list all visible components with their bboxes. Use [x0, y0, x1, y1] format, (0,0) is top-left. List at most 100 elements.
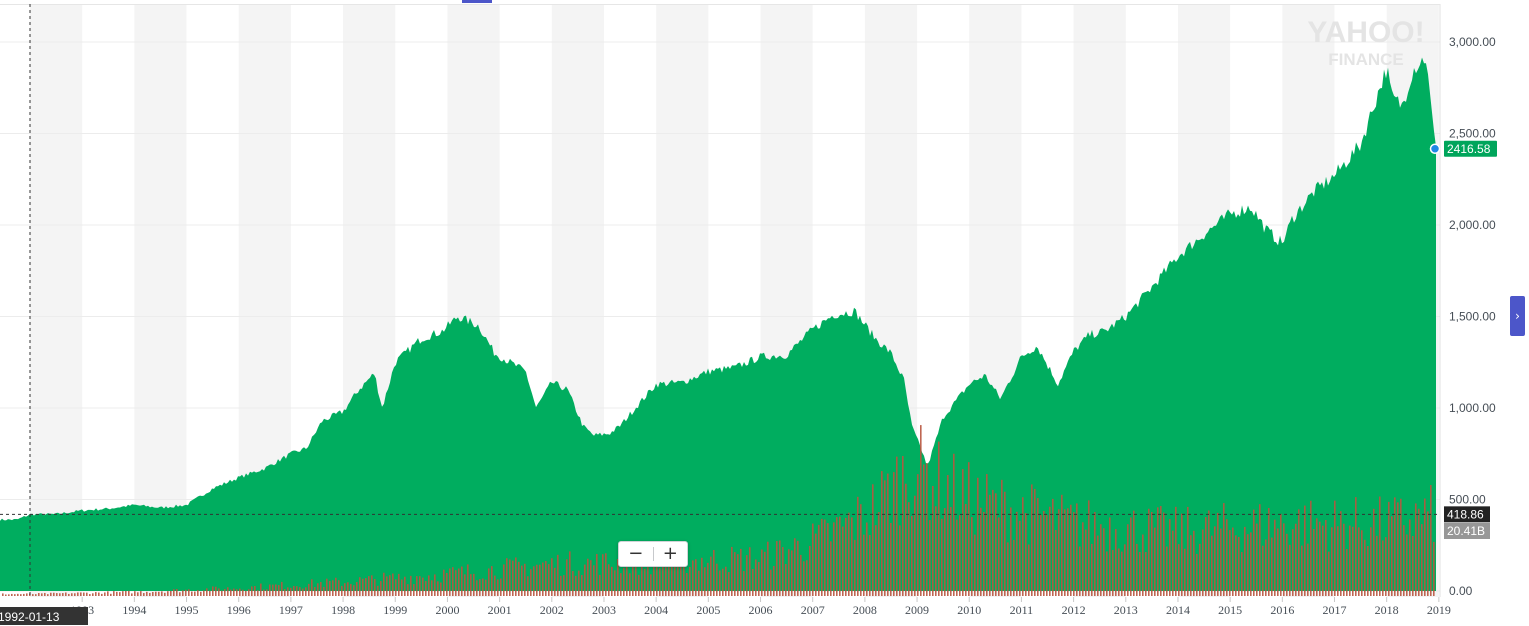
volume-bar: [839, 516, 841, 596]
volume-bar: [1028, 544, 1030, 596]
volume-bar: [656, 558, 658, 596]
volume-bar: [614, 570, 616, 596]
volume-bar: [938, 441, 940, 596]
volume-bar: [413, 584, 415, 596]
volume-bar: [242, 589, 244, 596]
volume-bar: [236, 589, 238, 596]
volume-bar: [881, 471, 883, 596]
volume-bar: [17, 593, 19, 596]
volume-bar: [902, 456, 904, 596]
volume-bar: [332, 580, 334, 596]
volume-bar: [131, 593, 133, 596]
volume-bar: [731, 546, 733, 596]
volume-bar: [1361, 530, 1363, 596]
volume-bar: [1187, 506, 1189, 596]
volume-bar: [1067, 508, 1069, 596]
volume-bar: [92, 593, 94, 596]
volume-bar: [977, 477, 979, 596]
volume-bar: [1058, 509, 1060, 596]
volume-bar: [986, 474, 988, 596]
volume-bar: [110, 593, 112, 596]
volume-bar: [248, 589, 250, 596]
cursor-date-text: 1992-01-13: [0, 610, 60, 624]
volume-bar: [476, 580, 478, 596]
volume-bar: [26, 593, 28, 596]
volume-bar: [1268, 508, 1270, 596]
volume-bar: [755, 559, 757, 596]
volume-bar: [98, 592, 100, 596]
volume-bar: [1169, 519, 1171, 596]
volume-bar: [1163, 512, 1165, 596]
volume-bar: [1136, 543, 1138, 596]
volume-bar: [449, 568, 451, 596]
volume-bar: [1196, 553, 1198, 596]
x-tick-label: 1997: [279, 603, 303, 617]
volume-bar: [1313, 529, 1315, 596]
volume-bar: [125, 590, 127, 596]
volume-bar: [662, 558, 664, 596]
volume-bar: [1094, 512, 1096, 596]
volume-bar: [716, 563, 718, 596]
volume-bar: [1355, 497, 1357, 596]
volume-bar: [470, 574, 472, 596]
volume-bar: [632, 560, 634, 596]
volume-bar: [113, 591, 115, 596]
volume-bar: [1220, 528, 1222, 596]
y-tick-label: 3,000.00: [1449, 35, 1496, 49]
volume-bar: [1178, 544, 1180, 596]
volume-bar: [191, 591, 193, 596]
volume-bar: [338, 580, 340, 596]
volume-bar: [443, 569, 445, 596]
volume-bar: [629, 573, 631, 596]
x-tick-label: 2018: [1375, 603, 1399, 617]
volume-bar: [1193, 530, 1195, 596]
volume-bar: [959, 515, 961, 596]
volume-bar: [440, 582, 442, 596]
volume-bar: [692, 560, 694, 596]
volume-bar: [734, 552, 736, 596]
volume-bar: [701, 557, 703, 596]
volume-value-text: 20.41B: [1447, 524, 1485, 538]
volume-bar: [1145, 551, 1147, 596]
volume-bar: [983, 511, 985, 596]
zoom-out-button[interactable]: −: [628, 543, 644, 564]
volume-bar: [689, 566, 691, 596]
volume-bar: [20, 594, 22, 596]
volume-bar: [1199, 543, 1201, 596]
volume-bar: [416, 576, 418, 596]
volume-bar: [1076, 503, 1078, 596]
volume-bar: [227, 587, 229, 596]
volume-bar: [1310, 500, 1312, 596]
volume-bar: [149, 592, 151, 596]
zoom-in-button[interactable]: +: [662, 543, 678, 564]
volume-bar: [1226, 519, 1228, 596]
volume-bar: [32, 594, 34, 596]
volume-bar: [1412, 535, 1414, 596]
volume-bar: [290, 587, 292, 596]
volume-bar: [1247, 534, 1249, 596]
volume-bar: [1358, 527, 1360, 596]
volume-bar: [557, 554, 559, 596]
expand-panel-button[interactable]: ›: [1510, 296, 1525, 336]
volume-bar: [389, 575, 391, 596]
volume-bar: [1190, 535, 1192, 596]
volume-bar: [1106, 551, 1108, 596]
volume-bar: [995, 493, 997, 596]
volume-bar: [869, 535, 871, 596]
volume-bar: [1235, 535, 1237, 596]
volume-bar: [194, 591, 196, 596]
watermark: YAHOO! FINANCE: [1307, 16, 1424, 69]
x-tick-label: 2013: [1114, 603, 1138, 617]
volume-bar: [1340, 511, 1342, 596]
volume-bar: [362, 578, 364, 596]
volume-bar: [374, 579, 376, 596]
volume-bar: [1019, 520, 1021, 596]
y-axis: 3,000.00 2,500.00 2,000.00 1,500.00 1,000.00…: [1449, 35, 1496, 598]
volume-bar: [266, 589, 268, 596]
volume-bar: [659, 568, 661, 596]
volume-bar: [218, 588, 220, 596]
volume-bar: [185, 589, 187, 596]
volume-bar: [1241, 552, 1243, 596]
volume-bar: [1175, 506, 1177, 596]
